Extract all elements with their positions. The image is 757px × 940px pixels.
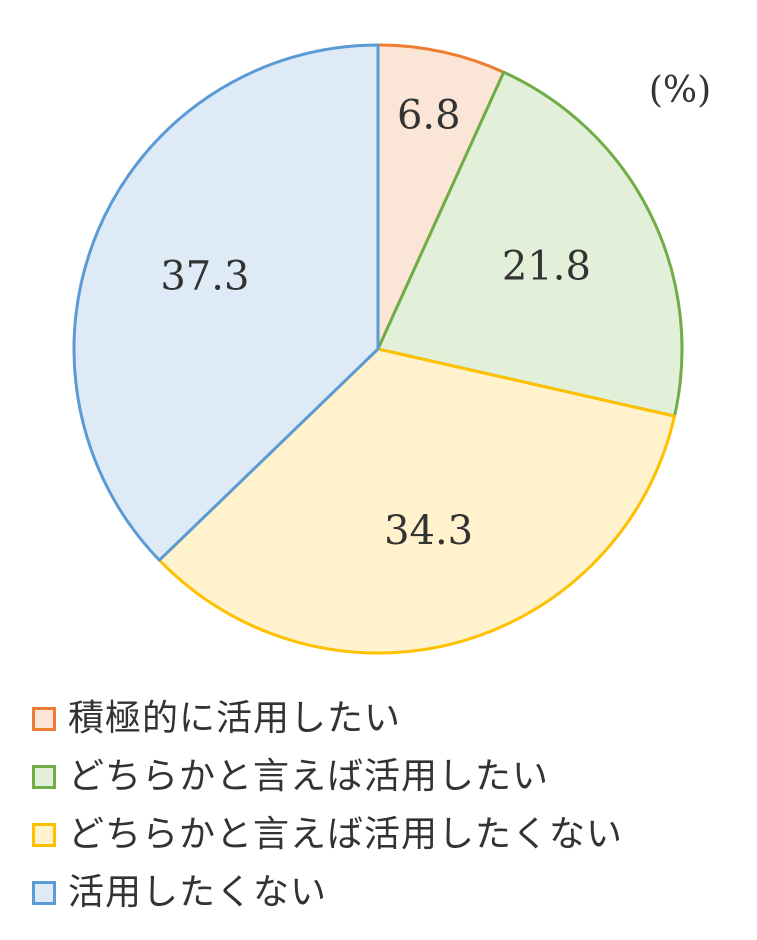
legend-item-1: どちらかと言えば活用したい bbox=[32, 748, 752, 806]
pie-slice-2 bbox=[157, 347, 676, 655]
slice-value-label-2: 34.3 bbox=[384, 508, 473, 554]
legend-label-1: どちらかと言えば活用したい bbox=[68, 756, 550, 797]
legend-swatch-3 bbox=[32, 881, 56, 905]
legend-swatch-1 bbox=[32, 765, 56, 789]
slice-value-label-0: 6.8 bbox=[397, 92, 461, 138]
legend-label-2: どちらかと言えば活用したくない bbox=[68, 814, 624, 855]
legend-label-0: 積極的に活用したい bbox=[68, 698, 402, 739]
slice-value-label-1: 21.8 bbox=[502, 243, 591, 289]
legend-item-0: 積極的に活用したい bbox=[32, 690, 752, 748]
slice-value-label-3: 37.3 bbox=[160, 254, 249, 300]
pie-slice-0 bbox=[376, 43, 506, 351]
pie-slices bbox=[72, 43, 684, 655]
pie-slice-3 bbox=[72, 43, 380, 562]
legend-swatch-0 bbox=[32, 707, 56, 731]
legend: 積極的に活用したい どちらかと言えば活用したい どちらかと言えば活用したくない … bbox=[32, 690, 752, 922]
pie-slice-1 bbox=[376, 70, 684, 418]
legend-label-3: 活用したくない bbox=[68, 872, 328, 913]
legend-item-3: 活用したくない bbox=[32, 864, 752, 922]
pie-chart-svg: 6.8 21.8 34.3 37.3 (%) bbox=[72, 43, 711, 655]
legend-item-2: どちらかと言えば活用したくない bbox=[32, 806, 752, 864]
legend-swatch-2 bbox=[32, 823, 56, 847]
unit-label: (%) bbox=[649, 70, 711, 111]
pie-value-labels: 6.8 21.8 34.3 37.3 bbox=[160, 92, 591, 554]
